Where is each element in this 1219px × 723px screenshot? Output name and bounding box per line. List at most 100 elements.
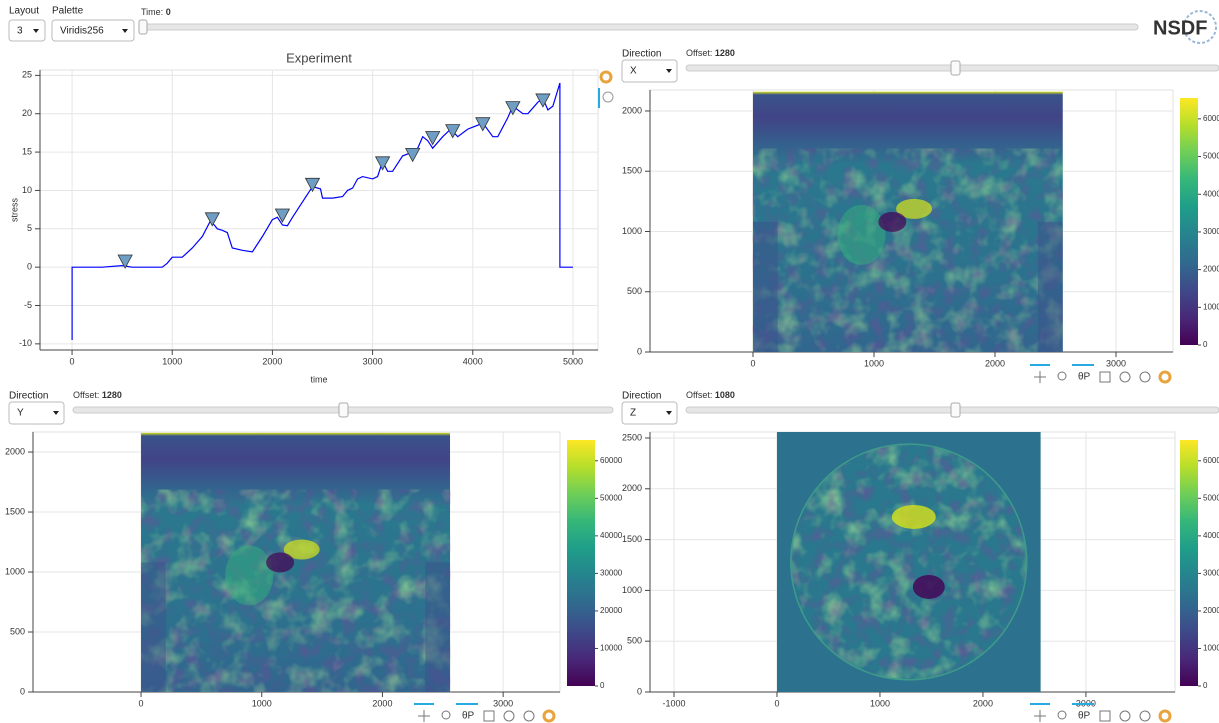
disk bbox=[790, 443, 1027, 680]
slider-handle[interactable] bbox=[339, 403, 348, 417]
colorbar-tick-label: 20000 bbox=[600, 606, 623, 615]
blob bbox=[266, 552, 294, 572]
x-tick-label: 0 bbox=[139, 698, 144, 708]
x-tick-label: 3000 bbox=[1106, 358, 1126, 368]
bokeh-logo[interactable] bbox=[1160, 372, 1170, 382]
colorbar-tick-label: 0 bbox=[1203, 340, 1208, 349]
slice-plot: DirectionXOffset: 1280010002000300005001… bbox=[622, 48, 1219, 383]
chart-title: Experiment bbox=[286, 50, 352, 65]
save-tool[interactable] bbox=[1100, 372, 1110, 382]
x-tick-label: 4000 bbox=[463, 356, 483, 366]
time-value: 0 bbox=[166, 7, 171, 17]
layout-select[interactable] bbox=[9, 20, 45, 41]
time-slider[interactable] bbox=[141, 24, 1138, 30]
offset-value: 1080 bbox=[715, 390, 735, 400]
x-tick-label: 2000 bbox=[372, 698, 392, 708]
texture bbox=[753, 149, 1063, 352]
blob bbox=[913, 575, 945, 599]
bokeh-logo[interactable] bbox=[544, 711, 554, 721]
zoom-tool[interactable] bbox=[442, 711, 450, 719]
x-tick-label: 0 bbox=[750, 358, 755, 368]
logo: NSDF bbox=[1153, 11, 1216, 43]
wheel-zoom-tool[interactable]: θP bbox=[462, 711, 475, 722]
pan-tool[interactable] bbox=[1034, 710, 1046, 722]
reset-tool[interactable] bbox=[1120, 711, 1130, 721]
colorbar-tick-label: 30000 bbox=[600, 568, 623, 577]
y-tick-label: 1000 bbox=[5, 566, 25, 576]
y-tick-label: 0 bbox=[637, 686, 642, 696]
slider-handle[interactable] bbox=[139, 20, 147, 34]
y-tick-label: 1500 bbox=[622, 534, 642, 544]
pan-tool[interactable] bbox=[1034, 371, 1046, 383]
colorbar-tick-label: 10000 bbox=[1203, 644, 1219, 653]
x-tick-label: 1000 bbox=[864, 358, 884, 368]
texture bbox=[141, 490, 450, 692]
offset-value: 1280 bbox=[715, 48, 735, 58]
colorbar-tick-label: 40000 bbox=[1203, 531, 1219, 540]
reset-tool[interactable] bbox=[504, 711, 514, 721]
colorbar-tick-label: 50000 bbox=[600, 493, 623, 502]
x-axis-label: time bbox=[310, 374, 327, 384]
pan-tool[interactable] bbox=[418, 710, 430, 722]
y-axis-label: stress bbox=[9, 198, 19, 223]
offset-label: Offset: 1280 bbox=[73, 390, 122, 400]
edge bbox=[753, 222, 778, 352]
y-tick-label: 500 bbox=[10, 626, 25, 636]
y-tick-label: 2000 bbox=[622, 105, 642, 115]
edge bbox=[1038, 222, 1063, 352]
y-tick-label: 15 bbox=[22, 146, 32, 156]
y-tick-label: 0 bbox=[27, 262, 32, 272]
x-tick-label: 2000 bbox=[973, 698, 993, 708]
edge bbox=[425, 562, 450, 692]
help-tool[interactable] bbox=[1140, 711, 1150, 721]
reset-tool[interactable] bbox=[1120, 372, 1130, 382]
x-tick-label: 0 bbox=[774, 698, 779, 708]
colorbar bbox=[1180, 98, 1198, 345]
colorbar-tick-label: 50000 bbox=[1203, 493, 1219, 502]
colorbar-tick-label: 40000 bbox=[1203, 189, 1219, 198]
y-tick-label: 2000 bbox=[5, 446, 25, 456]
colorbar-tick-label: 60000 bbox=[1203, 456, 1219, 465]
plot-toolbar: θP bbox=[414, 704, 554, 722]
save-tool[interactable] bbox=[1100, 711, 1110, 721]
x-tick-label: 1000 bbox=[162, 356, 182, 366]
y-tick-label: 500 bbox=[627, 286, 642, 296]
bokeh-logo[interactable] bbox=[1160, 711, 1170, 721]
blob bbox=[225, 545, 273, 605]
x-tick-label: 0 bbox=[70, 356, 75, 366]
plot-toolbar: θP bbox=[1030, 365, 1170, 383]
y-tick-label: 500 bbox=[627, 636, 642, 646]
slice-image bbox=[777, 432, 1041, 692]
colorbar-tick-label: 0 bbox=[1203, 681, 1208, 690]
x-tick-label: 2000 bbox=[985, 358, 1005, 368]
slider-handle[interactable] bbox=[951, 403, 960, 417]
y-tick-label: -5 bbox=[24, 300, 32, 310]
x-tick-label: 3000 bbox=[493, 698, 513, 708]
y-tick-label: 1500 bbox=[622, 166, 642, 176]
help-tool[interactable] bbox=[524, 711, 534, 721]
zoom-tool[interactable] bbox=[1058, 711, 1066, 719]
direction-label: Direction bbox=[622, 391, 661, 402]
palette-value[interactable]: Viridis256 bbox=[60, 26, 104, 37]
edge bbox=[141, 562, 166, 692]
colorbar-tick-label: 0 bbox=[600, 681, 605, 690]
direction-value[interactable]: Y bbox=[17, 408, 24, 419]
wheel-zoom-tool[interactable]: θP bbox=[1078, 711, 1091, 722]
save-tool[interactable] bbox=[484, 711, 494, 721]
help-tool[interactable] bbox=[1140, 372, 1150, 382]
wheel-zoom-tool[interactable]: θP bbox=[1078, 372, 1091, 383]
bokeh-logo[interactable] bbox=[601, 72, 611, 82]
slider-handle[interactable] bbox=[951, 61, 960, 75]
zoom-tool[interactable] bbox=[1058, 372, 1066, 380]
direction-value[interactable]: Z bbox=[630, 408, 636, 419]
y-tick-label: 1000 bbox=[622, 226, 642, 236]
layout-value[interactable]: 3 bbox=[17, 26, 23, 37]
colorbar-tick-label: 10000 bbox=[1203, 302, 1219, 311]
hover-tool[interactable] bbox=[603, 92, 613, 102]
plot-toolbar: θP bbox=[1030, 704, 1170, 722]
offset-value: 1280 bbox=[102, 390, 122, 400]
direction-value[interactable]: X bbox=[630, 66, 637, 77]
